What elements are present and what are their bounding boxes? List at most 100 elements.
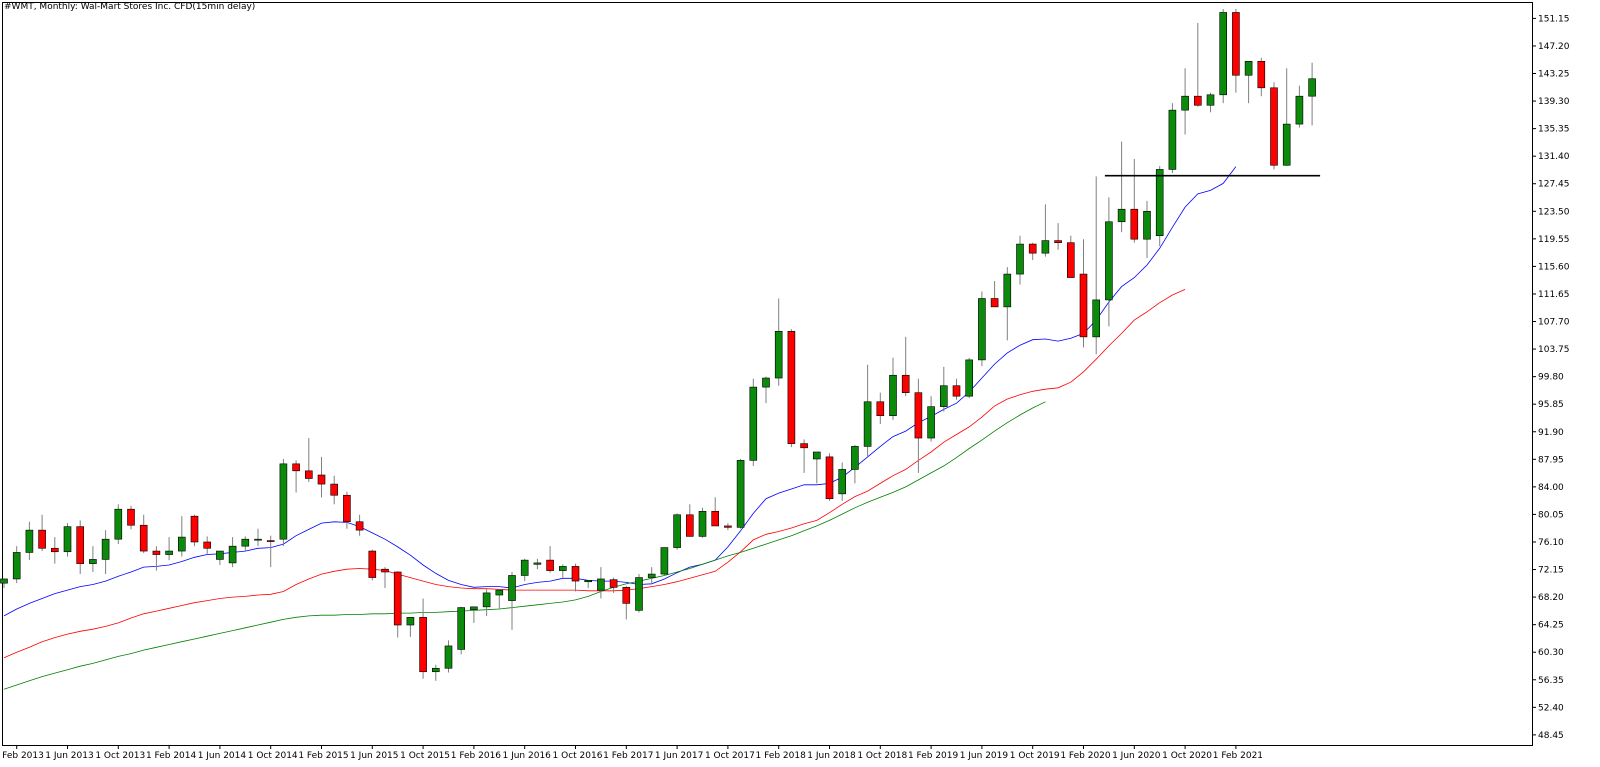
candle [1028, 242, 1037, 261]
candle-body-bull [939, 385, 948, 407]
candle-body-bull [241, 538, 250, 547]
candle [546, 546, 554, 573]
candle [978, 291, 986, 367]
price-axis[interactable]: 151.15 147.20 143.25 139.30 135.35 131.40 127.… [1532, 14, 1570, 741]
candle-body-bear [800, 443, 808, 449]
moving-average-layer [3, 166, 1237, 690]
candle-body-bull [431, 667, 440, 673]
candle [965, 357, 974, 399]
candle-body-bull [1308, 78, 1316, 97]
candle [419, 598, 427, 679]
x-tick-label: 1 Oct 2018 [857, 751, 907, 761]
candle [863, 364, 872, 457]
candle [1016, 235, 1024, 285]
x-tick-label: 1 Feb 2020 [1060, 751, 1111, 761]
candle [178, 516, 186, 557]
candle [127, 505, 135, 530]
y-tick-label: 91.90 [1538, 428, 1564, 438]
candle-body-bull [635, 577, 643, 611]
candle-body-bull [520, 559, 529, 576]
candle-body-bull [558, 566, 567, 571]
y-tick-label: 115.60 [1538, 262, 1570, 272]
candle [1155, 165, 1164, 247]
candle [1143, 200, 1151, 259]
candle-body-bear [266, 540, 275, 542]
candle [609, 577, 618, 593]
candle [203, 536, 211, 554]
candle-body-bull [965, 359, 974, 397]
y-tick-label: 87.95 [1538, 455, 1564, 465]
candle [1181, 68, 1189, 135]
candle [698, 507, 707, 538]
y-tick-label: 127.45 [1538, 180, 1570, 190]
candle [508, 571, 516, 630]
candle-body-bull [1041, 240, 1050, 254]
candle-body-bull [457, 607, 466, 650]
y-tick-label: 99.80 [1538, 373, 1564, 383]
x-tick-label: 1 Feb 2013 [0, 751, 44, 761]
candle-body-bull [1092, 299, 1100, 338]
candle-body-bull [1155, 169, 1164, 237]
candle [736, 458, 745, 529]
candle [571, 563, 580, 592]
candle [939, 366, 948, 412]
candle [1257, 57, 1266, 97]
x-tick-label: 1 Jun 2014 [198, 751, 247, 761]
candle-body-bear [1130, 208, 1139, 240]
candle-body-bull [1105, 221, 1113, 301]
candle [25, 521, 34, 561]
candle-body-bear [1028, 243, 1037, 254]
candle-body-bear [914, 392, 923, 439]
candle [724, 523, 732, 531]
candle [0, 578, 8, 589]
candle-body-bear [381, 568, 389, 573]
candle [889, 357, 897, 420]
candle [952, 378, 961, 400]
candle-body-bull [851, 446, 859, 470]
ma-line-1 [3, 166, 1237, 617]
candle-body-bull [482, 592, 491, 608]
candle [1079, 239, 1088, 348]
candle-body-bear [38, 529, 46, 549]
candle [76, 520, 84, 575]
candle [812, 451, 821, 484]
candle [1117, 141, 1126, 233]
candle [304, 438, 313, 482]
candle [457, 606, 466, 655]
y-tick-label: 80.05 [1538, 510, 1564, 520]
candle [228, 537, 237, 568]
candle-body-bear [609, 579, 618, 588]
candle [63, 523, 72, 557]
candle-body-bear [685, 514, 694, 537]
y-tick-label: 151.15 [1538, 14, 1570, 24]
candle-body-bear [990, 298, 999, 308]
y-tick-label: 48.45 [1538, 731, 1564, 741]
candle [482, 588, 491, 616]
candle-body-bear [711, 510, 720, 527]
candle-body-bull [495, 589, 504, 596]
y-tick-label: 111.65 [1538, 290, 1570, 300]
candle-body-bull [1003, 273, 1012, 308]
y-tick-label: 147.20 [1538, 42, 1570, 52]
candle [1054, 223, 1062, 250]
candle-body-bear [1257, 61, 1266, 89]
candle [1003, 267, 1012, 341]
candle [673, 513, 681, 550]
y-tick-label: 60.30 [1538, 648, 1564, 658]
candle [1206, 92, 1215, 113]
candle-body-bull [1181, 95, 1189, 111]
candle-body-bull [1168, 109, 1177, 170]
candle [1130, 158, 1139, 243]
candle [279, 458, 288, 547]
candle-layer [0, 8, 1316, 681]
candle [787, 329, 796, 448]
candle-body-bull [63, 526, 72, 553]
x-tick-label: 1 Oct 2020 [1162, 751, 1212, 761]
candle-body-bear [355, 521, 364, 531]
candle-body-bull [698, 510, 707, 537]
candle-body-bear [622, 587, 631, 604]
ma-line-3 [3, 401, 1046, 690]
candle-body-bull [749, 386, 758, 461]
